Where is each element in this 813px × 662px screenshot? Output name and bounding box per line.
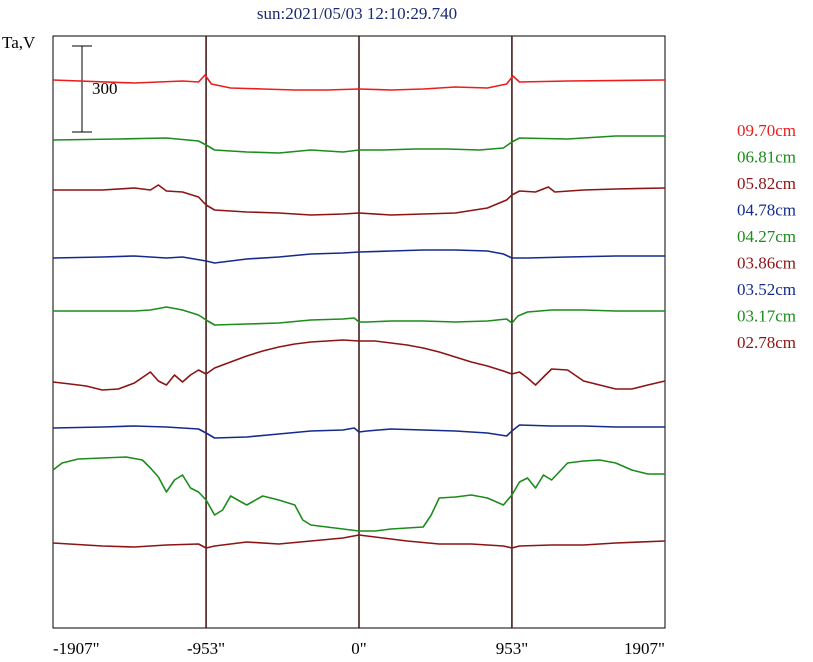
legend-entry: 03.86cm (737, 254, 796, 273)
x-tick-labels: -1907" -953" 0" 953" 1907" (53, 639, 665, 658)
series-line-0478cm (52, 249, 665, 264)
legend-entry: 02.78cm (737, 333, 796, 352)
x-tick-label: 0" (351, 639, 366, 658)
legend-entry: 04.27cm (737, 227, 796, 246)
x-tick-label: 1907" (624, 639, 665, 658)
series-line-0681cm (52, 135, 665, 154)
series-line-0970cm (52, 74, 666, 91)
legend-entry: 04.78cm (737, 201, 796, 220)
chart-title: sun:2021/05/03 12:10:29.740 (257, 4, 457, 23)
series-line-0278cm (52, 534, 666, 549)
legend-entry: 09.70cm (737, 121, 796, 140)
series-lines (52, 74, 666, 549)
series-line-0582cm (53, 184, 666, 216)
x-tick-label: -1907" (53, 639, 100, 658)
scale-bar-label: 300 (92, 79, 118, 98)
legend: 09.70cm 06.81cm 05.82cm 04.78cm 04.27cm 03.86… (737, 121, 796, 352)
x-tick-label: -953" (187, 639, 225, 658)
scale-bar: 300 (72, 45, 118, 133)
x-tick-label: 953" (496, 639, 528, 658)
legend-entry: 03.52cm (737, 280, 796, 299)
legend-entry: 03.17cm (737, 307, 796, 326)
y-axis-label: Ta,V (2, 33, 36, 52)
series-line-0352cm (52, 424, 665, 439)
series-line-0386cm (52, 339, 666, 391)
legend-entry: 05.82cm (737, 174, 796, 193)
series-line-0427cm (53, 306, 665, 326)
legend-entry: 06.81cm (737, 148, 796, 167)
series-line-0317cm (52, 456, 665, 532)
limb-lines (205, 36, 513, 628)
